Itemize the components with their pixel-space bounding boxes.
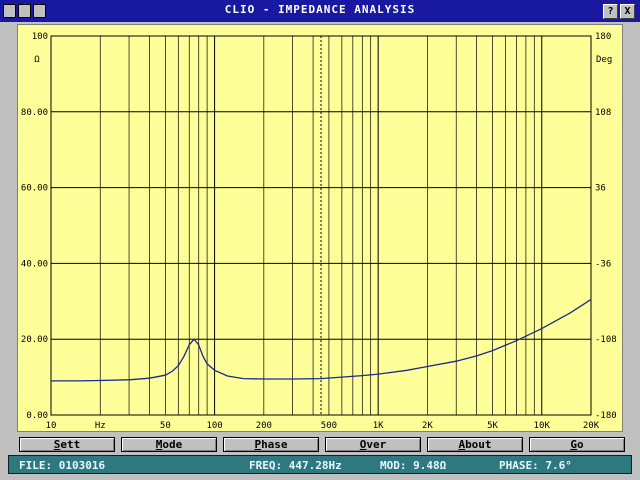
y2-tick-label: 36 xyxy=(595,184,606,194)
over-button[interactable]: Over xyxy=(325,437,421,452)
graph-panel: 100 80.00 60.00 40.00 20.00 0.00 180 108 36 -36 -1… xyxy=(17,24,623,432)
status-mod: MOD: 9.48Ω xyxy=(380,459,447,472)
y2-tick-label: -108 xyxy=(595,335,617,345)
y-tick-label: 0.00 xyxy=(26,411,48,421)
y2-tick-label: -180 xyxy=(595,411,617,421)
x-tick-label: 200 xyxy=(256,421,272,431)
status-phase: PHASE: 7.6° xyxy=(499,459,572,472)
right-unit-label: Deg xyxy=(596,55,612,65)
y-tick-label: 60.00 xyxy=(21,184,48,194)
go-hotkey: G xyxy=(570,438,577,451)
title-bar: CLIO - IMPEDANCE ANALYSIS ? X xyxy=(0,0,640,22)
left-unit-label: Ω xyxy=(34,55,40,65)
about-button[interactable]: About xyxy=(427,437,523,452)
phase-hotkey: P xyxy=(254,438,262,451)
y-tick-label: 100 xyxy=(32,32,48,42)
sett-hotkey: S xyxy=(53,438,61,451)
about-hotkey: A xyxy=(458,438,466,451)
y2-tick-label: 108 xyxy=(595,108,611,118)
close-button[interactable]: X xyxy=(620,4,635,19)
x-tick-label: 1K xyxy=(373,421,384,431)
x-tick-label: 2K xyxy=(422,421,433,431)
over-label: ver xyxy=(366,438,387,451)
about-label: bout xyxy=(465,438,492,451)
y-tick-label: 40.00 xyxy=(21,259,48,269)
help-button[interactable]: ? xyxy=(603,4,618,19)
mode-button[interactable]: Mode xyxy=(121,437,217,452)
x-tick-label: 50 xyxy=(160,421,171,431)
status-freq: FREQ: 447.28Hz xyxy=(249,459,342,472)
status-bar: FILE: 0103016 FREQ: 447.28Hz MOD: 9.48Ω … xyxy=(8,455,632,474)
mode-hotkey: M xyxy=(155,438,163,451)
impedance-trace xyxy=(51,298,592,382)
phase-label: hase xyxy=(261,438,288,451)
y2-tick-label: -36 xyxy=(595,259,611,269)
phase-button[interactable]: Phase xyxy=(223,437,319,452)
sett-label: ett xyxy=(60,438,81,451)
mode-label: ode xyxy=(162,438,183,451)
x-tick-label: 10 xyxy=(46,421,57,431)
x-tick-label: 20K xyxy=(583,421,600,431)
x-tick-label: 100 xyxy=(206,421,222,431)
impedance-chart[interactable]: 100 80.00 60.00 40.00 20.00 0.00 180 108 36 -36 -1… xyxy=(18,25,624,433)
sett-button[interactable]: Sett xyxy=(19,437,115,452)
y-tick-label: 80.00 xyxy=(21,108,48,118)
print-icon[interactable] xyxy=(33,4,46,18)
x-tick-label: 5K xyxy=(487,421,498,431)
function-button-row: Sett Mode Phase Over About Go xyxy=(17,437,625,453)
y2-tick-label: 180 xyxy=(595,32,611,42)
x-tick-label: Hz xyxy=(95,421,106,431)
x-tick-label: 10K xyxy=(534,421,551,431)
open-folder-icon[interactable] xyxy=(3,4,16,18)
window-title: CLIO - IMPEDANCE ANALYSIS xyxy=(224,3,416,16)
go-button[interactable]: Go xyxy=(529,437,625,452)
over-hotkey: O xyxy=(359,438,367,451)
y-tick-label: 20.00 xyxy=(21,335,48,345)
save-disk-icon[interactable] xyxy=(18,4,31,18)
status-file: FILE: 0103016 xyxy=(19,459,106,472)
x-tick-label: 500 xyxy=(321,421,337,431)
go-label: o xyxy=(577,438,584,451)
